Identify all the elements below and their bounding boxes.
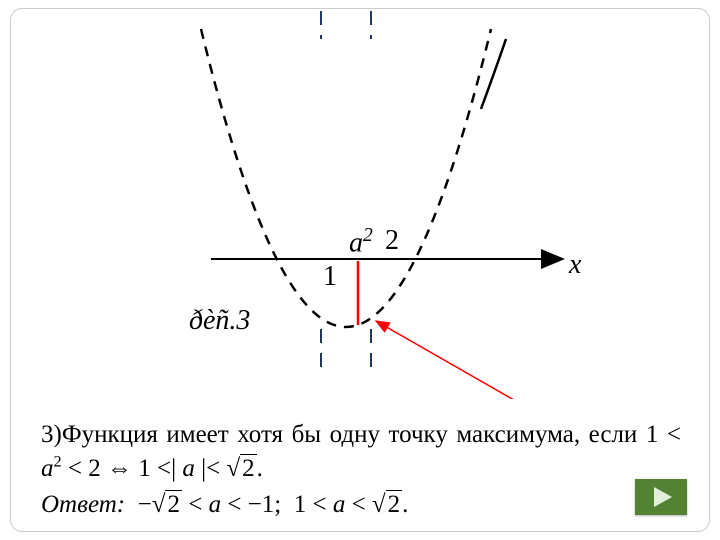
problem-text-block: 3)Функция имеет хотя бы одну точку макси…	[41, 419, 681, 522]
a2-sup: 2	[363, 225, 373, 246]
figure-label: ðèñ.3	[189, 305, 250, 337]
answer-line: Ответ: −√2 < a < −1; 1 < a < √2.	[41, 489, 681, 522]
parabola-curve	[201, 29, 491, 327]
answer-math: −√2 < a < −1; 1 < a < √2.	[131, 490, 408, 518]
chart-svg	[71, 0, 631, 399]
answer-label: Ответ:	[41, 491, 125, 518]
problem-prefix: 3)Функция имеет хотя бы одну точку макси…	[41, 421, 646, 448]
x-axis-label: x	[569, 249, 581, 281]
a2-a: a	[349, 227, 363, 258]
tick-label-one: 1	[323, 261, 337, 293]
tick-label-two: 2	[385, 225, 399, 257]
slide-frame: x 1 a2 2 ðèñ.3 3)Функция имеет хотя бы о…	[10, 8, 710, 532]
chart-area: x 1 a2 2 ðèñ.3	[71, 0, 631, 389]
red-pointer-arrow	[376, 321, 521, 399]
tick-label-a2: a2	[349, 225, 373, 259]
next-slide-button[interactable]	[635, 479, 687, 515]
play-triangle-icon	[654, 487, 672, 507]
